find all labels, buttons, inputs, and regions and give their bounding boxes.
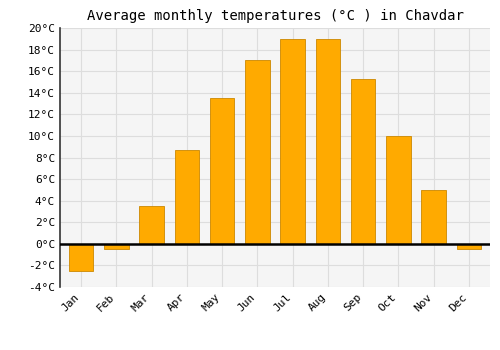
Bar bbox=[140, 206, 164, 244]
Bar bbox=[351, 79, 376, 244]
Bar bbox=[210, 98, 234, 244]
Title: Average monthly temperatures (°C ) in Chavdar: Average monthly temperatures (°C ) in Ch… bbox=[86, 9, 464, 23]
Bar bbox=[245, 60, 270, 244]
Bar bbox=[174, 150, 199, 244]
Bar bbox=[69, 244, 94, 271]
Bar bbox=[280, 39, 305, 244]
Bar bbox=[386, 136, 410, 244]
Bar bbox=[316, 39, 340, 244]
Bar bbox=[104, 244, 128, 249]
Bar bbox=[456, 244, 481, 249]
Bar bbox=[422, 190, 446, 244]
